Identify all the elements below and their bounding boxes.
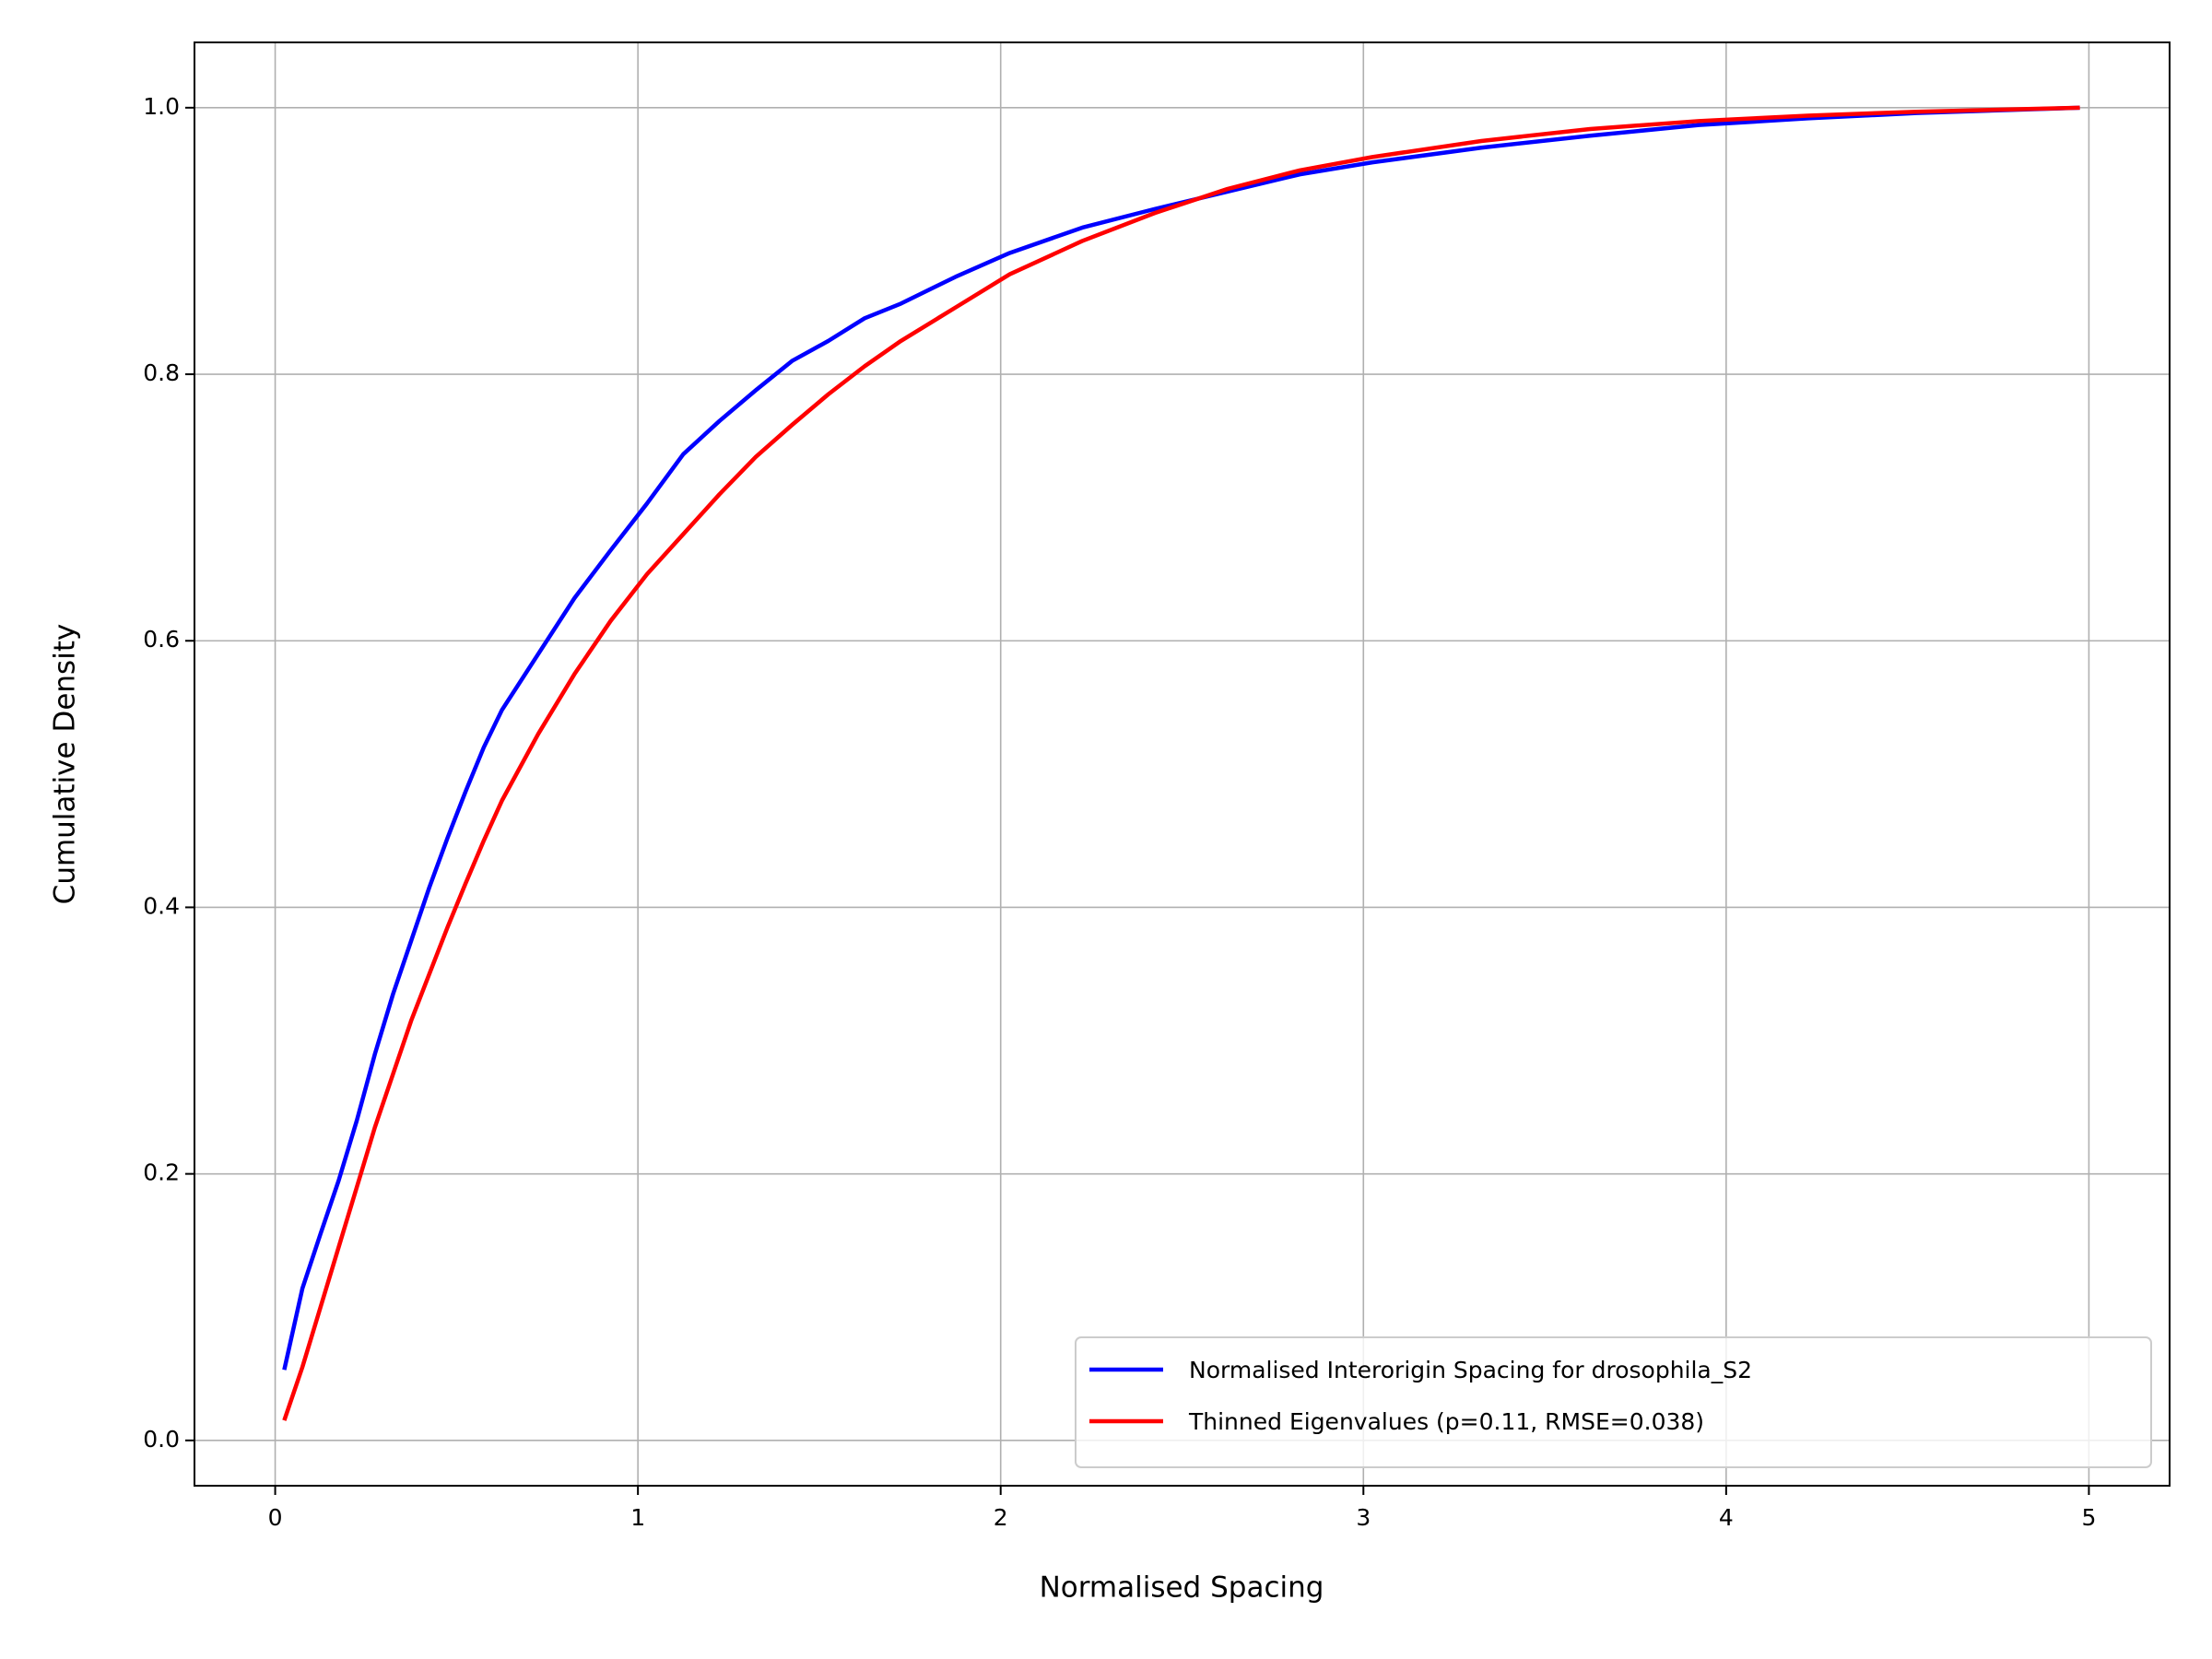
x-tick-label: 1 xyxy=(630,1504,645,1531)
legend-label: Thinned Eigenvalues (p=0.11, RMSE=0.038) xyxy=(1188,1408,1704,1435)
y-tick-label: 0.6 xyxy=(143,626,180,653)
x-tick-label: 5 xyxy=(2081,1504,2096,1531)
y-tick-label: 0.0 xyxy=(143,1426,180,1453)
y-tick-label: 1.0 xyxy=(143,93,180,120)
plot-area xyxy=(282,105,2080,1421)
grid xyxy=(194,42,2170,1486)
y-tick-label: 0.2 xyxy=(143,1159,180,1186)
x-axis-label: Normalised Spacing xyxy=(1040,1571,1324,1605)
x-tick-label: 4 xyxy=(1719,1504,1734,1531)
x-tick-label: 3 xyxy=(1356,1504,1371,1531)
y-tick-label: 0.4 xyxy=(143,892,180,919)
y-tick-label: 0.8 xyxy=(143,359,180,386)
legend-box xyxy=(1075,1336,2152,1468)
data-line xyxy=(282,105,2080,1371)
legend-label: Normalised Interorigin Spacing for droso… xyxy=(1189,1357,1752,1383)
data-line xyxy=(282,105,2080,1421)
axes-frame xyxy=(194,41,2171,1487)
legend: Normalised Interorigin Spacing for droso… xyxy=(1075,1336,2152,1468)
y-axis-label: Cumulative Density xyxy=(49,624,82,905)
x-tick-label: 2 xyxy=(994,1504,1008,1531)
x-tick-label: 0 xyxy=(268,1504,283,1531)
